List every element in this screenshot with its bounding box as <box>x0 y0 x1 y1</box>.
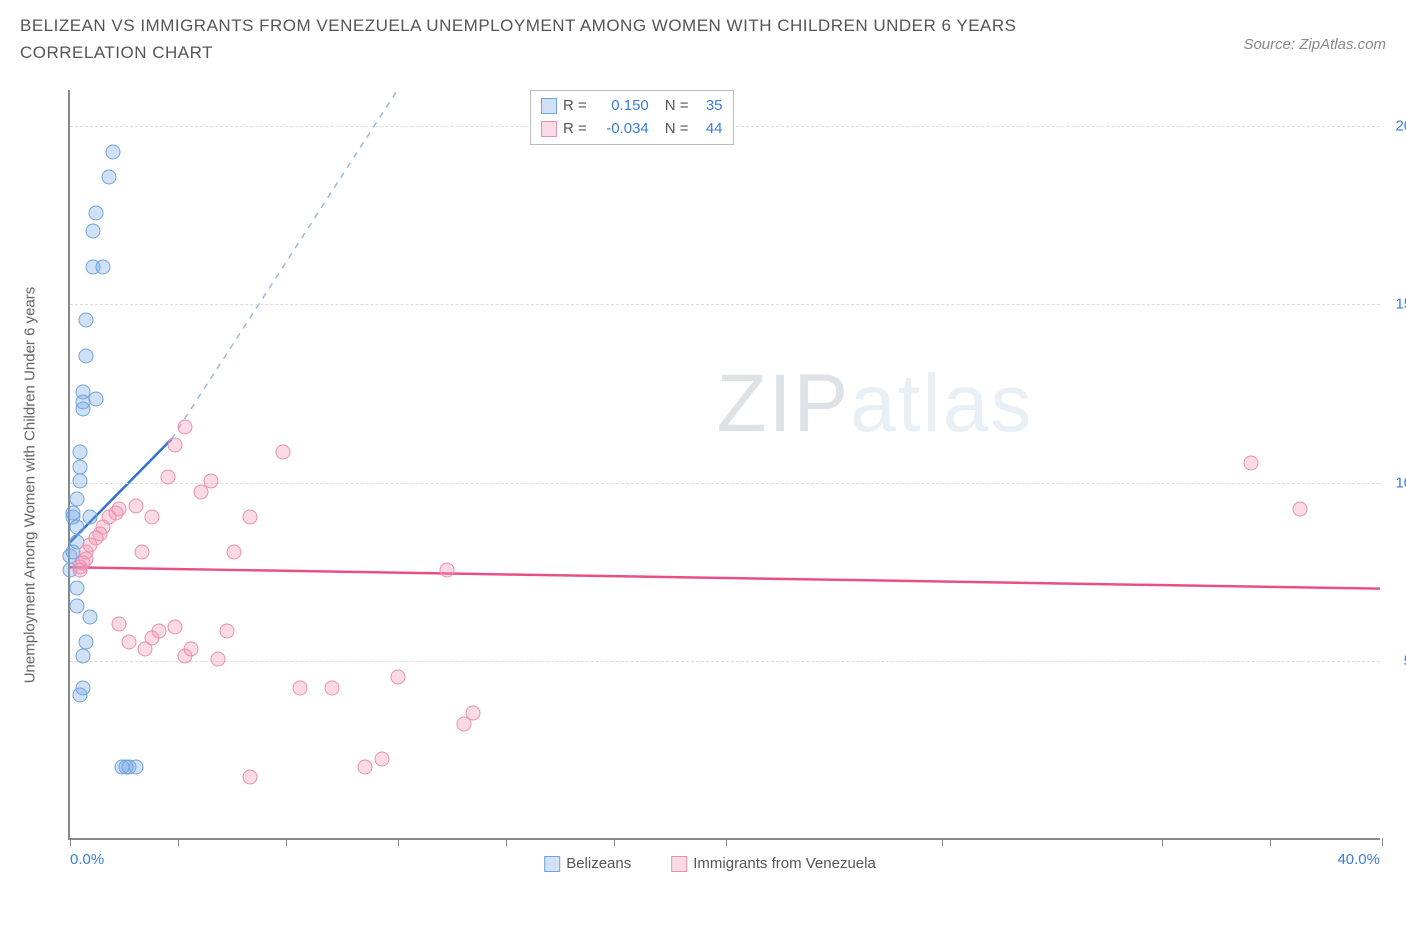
data-point <box>82 609 97 624</box>
x-tick <box>942 838 943 846</box>
data-point <box>167 620 182 635</box>
legend-item: Immigrants from Venezuela <box>671 855 876 872</box>
data-point <box>440 563 455 578</box>
legend-label: Immigrants from Venezuela <box>693 855 876 872</box>
data-point <box>76 648 91 663</box>
data-point <box>69 598 84 613</box>
r-label: R = <box>563 118 587 141</box>
x-max-label: 40.0% <box>1337 851 1380 868</box>
r-label: R = <box>563 95 587 118</box>
legend-swatch <box>544 856 560 872</box>
x-tick <box>1382 838 1383 846</box>
data-point <box>177 420 192 435</box>
trend-lines <box>70 90 1380 838</box>
n-label: N = <box>665 118 689 141</box>
data-point <box>72 473 87 488</box>
source-label: Source: ZipAtlas.com <box>1243 12 1386 53</box>
data-point <box>122 634 137 649</box>
legend-swatch <box>671 856 687 872</box>
data-point <box>184 641 199 656</box>
legend-swatch <box>541 98 557 114</box>
data-point <box>85 223 100 238</box>
y-axis-label: Unemployment Among Women with Children U… <box>22 287 39 684</box>
watermark-atlas: atlas <box>850 357 1033 451</box>
data-point <box>112 502 127 517</box>
r-value: -0.034 <box>593 118 649 141</box>
data-point <box>69 491 84 506</box>
legend-label: Belizeans <box>566 855 631 872</box>
data-point <box>105 145 120 160</box>
data-point <box>89 206 104 221</box>
data-point <box>95 259 110 274</box>
y-tick-label: 15.0% <box>1388 296 1406 313</box>
data-point <box>102 170 117 185</box>
data-point <box>325 681 340 696</box>
x-tick <box>1270 838 1271 846</box>
x-tick <box>614 838 615 846</box>
data-point <box>79 634 94 649</box>
data-point <box>227 545 242 560</box>
data-point <box>72 445 87 460</box>
data-point <box>89 391 104 406</box>
series-legend: Belizeans Immigrants from Venezuela <box>544 855 876 872</box>
x-tick <box>506 838 507 846</box>
data-point <box>128 498 143 513</box>
y-tick-label: 5.0% <box>1388 653 1406 670</box>
gridline <box>70 661 1380 662</box>
gridline <box>70 304 1380 305</box>
chart-title: BELIZEAN VS IMMIGRANTS FROM VENEZUELA UN… <box>20 12 1120 66</box>
data-point <box>292 681 307 696</box>
chart-container: Unemployment Among Women with Children U… <box>40 90 1380 880</box>
r-value: 0.150 <box>593 95 649 118</box>
x-tick <box>70 838 71 846</box>
data-point <box>220 623 235 638</box>
x-tick <box>1162 838 1163 846</box>
data-point <box>135 545 150 560</box>
n-value: 35 <box>695 95 723 118</box>
x-tick <box>178 838 179 846</box>
stats-row: R = -0.034 N = 44 <box>541 118 723 141</box>
n-value: 44 <box>695 118 723 141</box>
data-point <box>358 759 373 774</box>
watermark-zip: ZIP <box>717 357 851 451</box>
data-point <box>391 670 406 685</box>
x-tick <box>286 838 287 846</box>
y-tick-label: 10.0% <box>1388 474 1406 491</box>
data-point <box>82 509 97 524</box>
data-point <box>76 681 91 696</box>
data-point <box>69 581 84 596</box>
data-point <box>243 770 258 785</box>
data-point <box>145 509 160 524</box>
legend-item: Belizeans <box>544 855 631 872</box>
data-point <box>1243 456 1258 471</box>
data-point <box>276 445 291 460</box>
data-point <box>204 473 219 488</box>
plot-area: ZIPatlas R =0.150N =35R =-0.034N =44 5.0… <box>68 90 1380 840</box>
data-point <box>374 752 389 767</box>
x-min-label: 0.0% <box>70 851 104 868</box>
data-point <box>79 348 94 363</box>
data-point <box>151 623 166 638</box>
legend-swatch <box>541 121 557 137</box>
data-point <box>69 520 84 535</box>
data-point <box>66 506 81 521</box>
data-point <box>72 459 87 474</box>
data-point <box>128 759 143 774</box>
data-point <box>167 438 182 453</box>
data-point <box>210 652 225 667</box>
data-point <box>112 616 127 631</box>
data-point <box>1293 502 1308 517</box>
watermark: ZIPatlas <box>70 90 1380 838</box>
y-tick-label: 20.0% <box>1388 117 1406 134</box>
x-tick <box>726 838 727 846</box>
data-point <box>466 706 481 721</box>
x-tick <box>398 838 399 846</box>
stats-legend: R = 0.150 N = 35 R = -0.034 N = 44 <box>530 90 734 145</box>
gridline <box>70 483 1380 484</box>
data-point <box>243 509 258 524</box>
n-label: N = <box>665 95 689 118</box>
data-point <box>79 313 94 328</box>
stats-row: R = 0.150 N = 35 <box>541 95 723 118</box>
data-point <box>161 470 176 485</box>
